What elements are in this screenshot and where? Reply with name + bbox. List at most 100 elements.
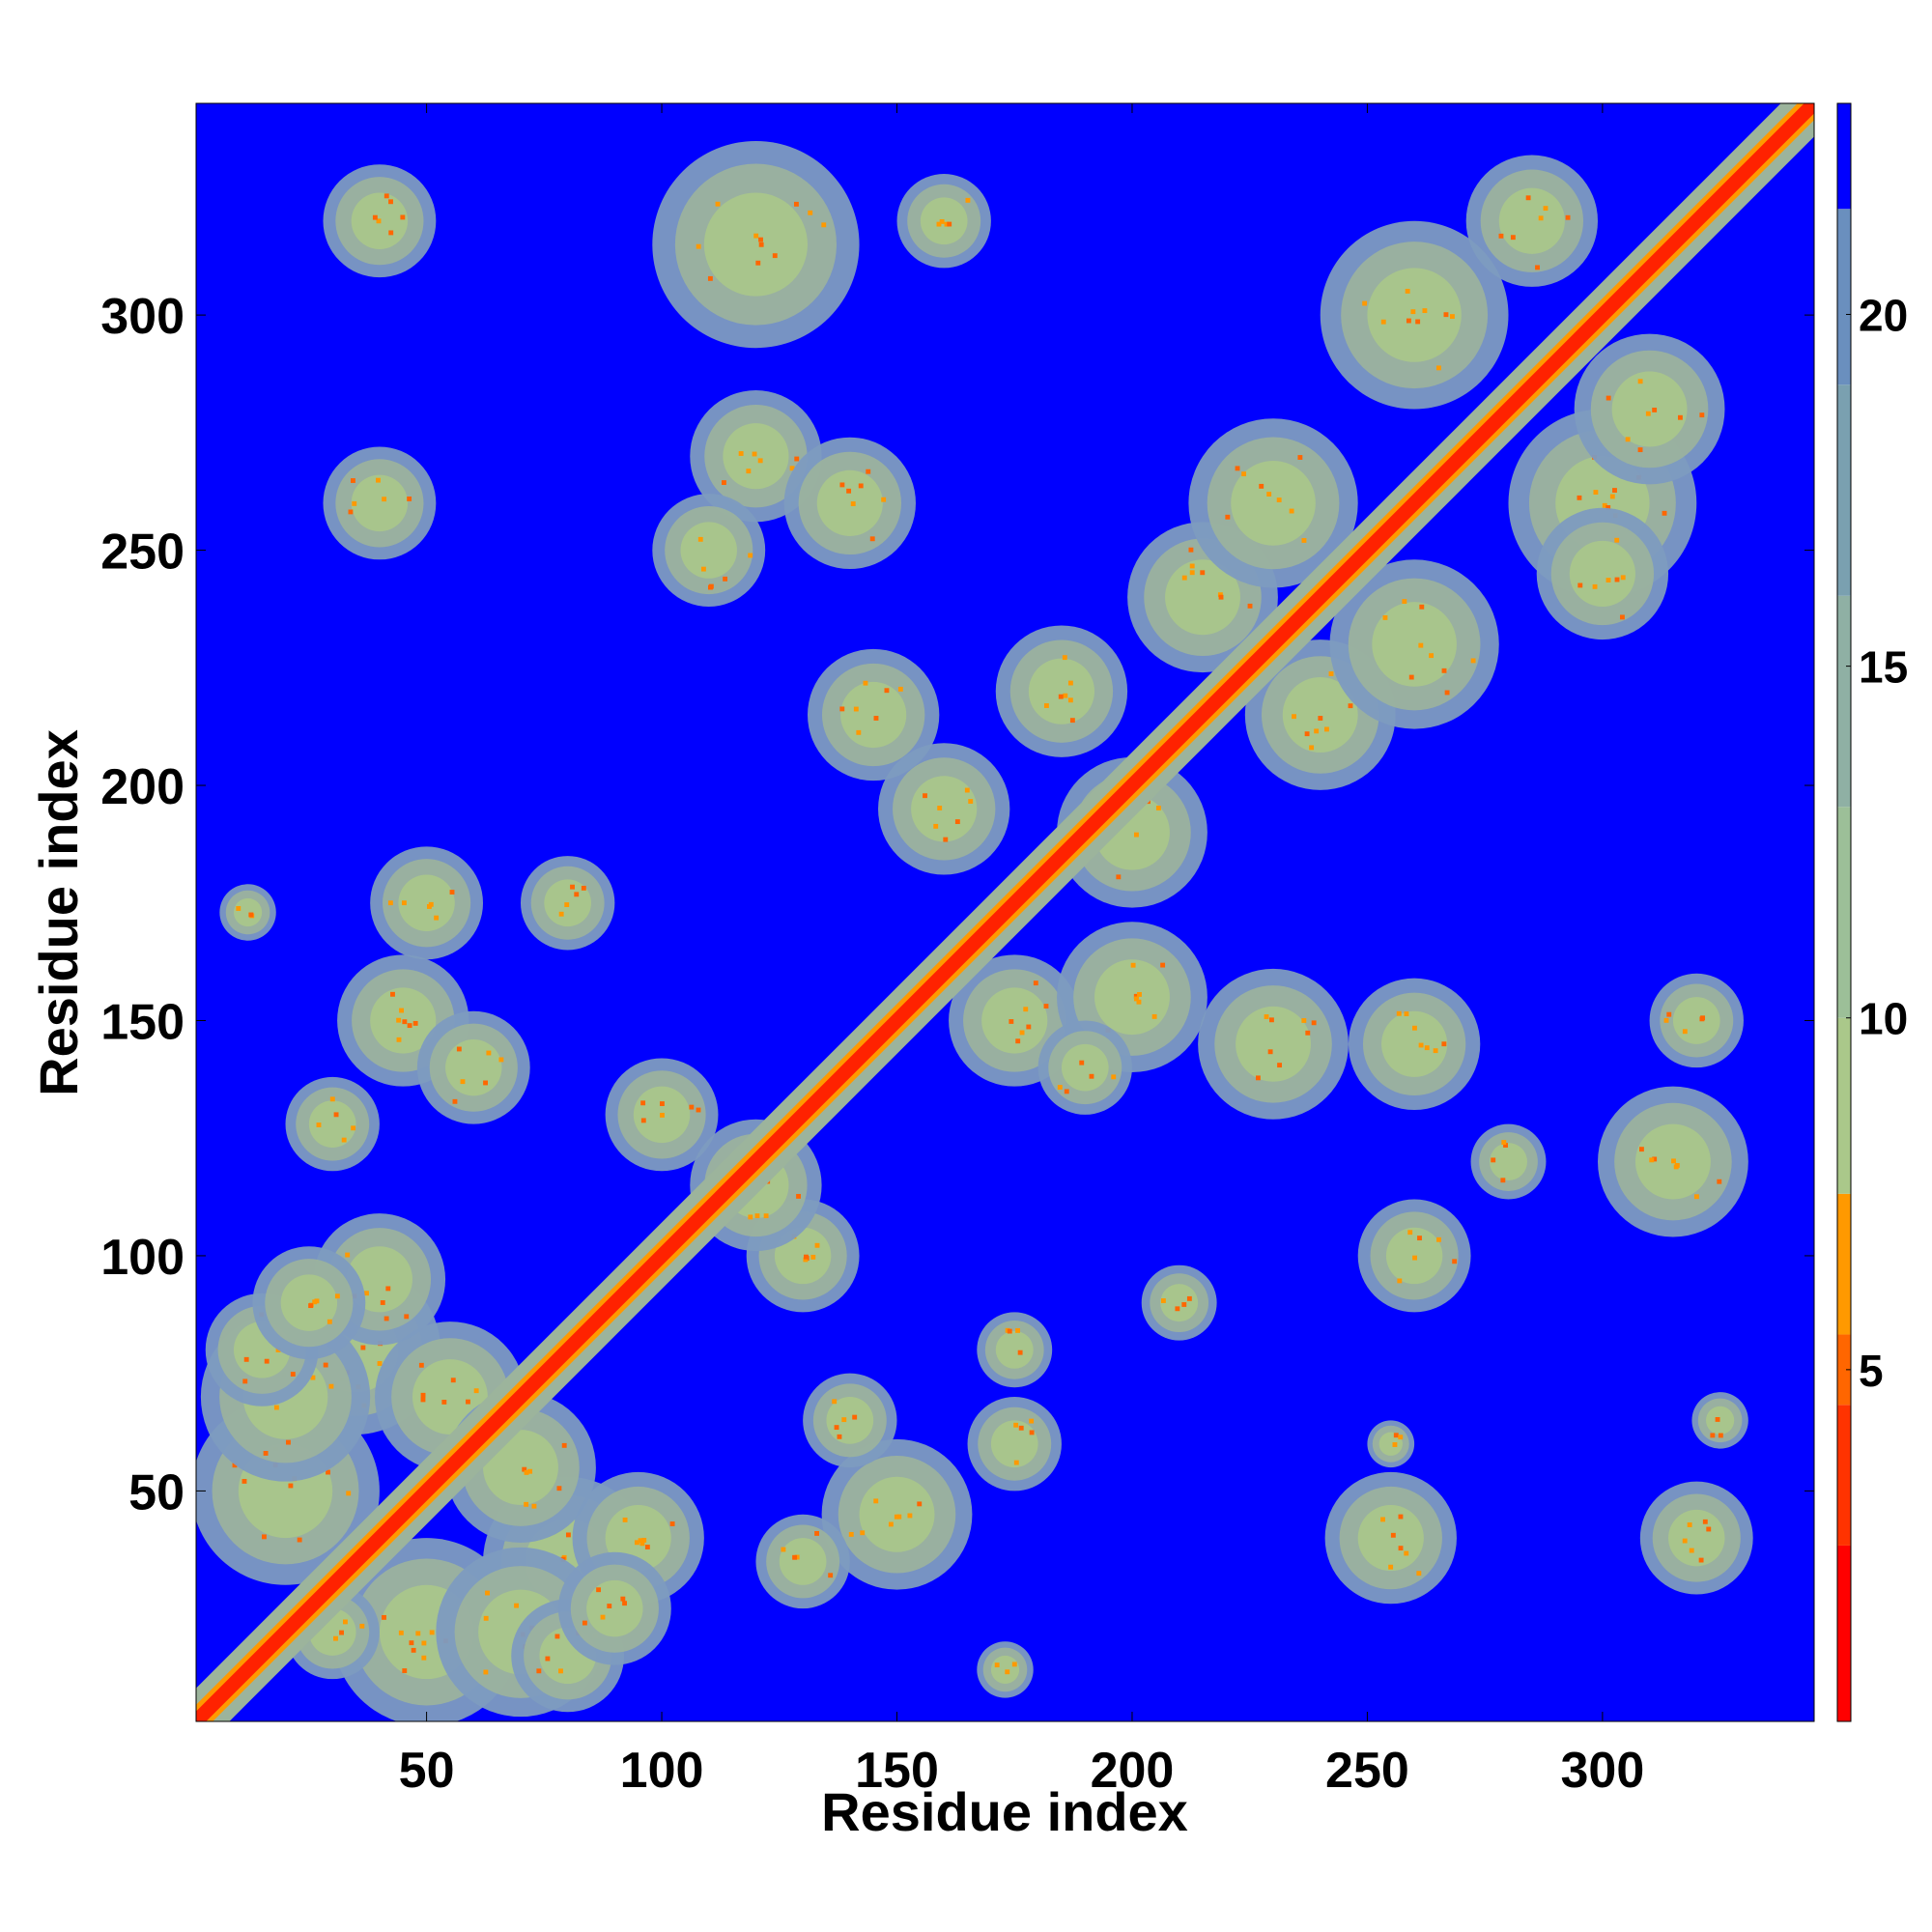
contact-speck: [1318, 716, 1323, 721]
contact-speck: [1289, 508, 1294, 514]
contact-speck: [286, 1439, 291, 1445]
contact-speck: [1441, 668, 1447, 673]
contact-speck: [1277, 1063, 1283, 1068]
contact-speck: [1218, 594, 1224, 600]
contact-speck: [1443, 312, 1449, 318]
contact-speck: [707, 584, 713, 590]
contact-speck: [1348, 703, 1353, 709]
contact-speck: [1382, 614, 1388, 620]
y-axis-label: Residue index: [28, 729, 89, 1096]
contact-speck: [1058, 694, 1064, 699]
contact-speck: [856, 729, 862, 735]
contact-speck: [1609, 494, 1615, 499]
contact-speck: [1450, 314, 1455, 320]
contact-speck: [1247, 603, 1253, 609]
contact-speck: [1029, 1430, 1035, 1435]
contact-speck: [1259, 483, 1264, 489]
contact-speck: [1392, 1442, 1398, 1447]
contact-cluster: [878, 743, 1010, 875]
contact-speck: [1019, 1030, 1025, 1036]
contact-speck: [316, 1122, 322, 1127]
contact-cluster: [995, 625, 1128, 757]
contact-speck: [1267, 1049, 1273, 1055]
contact-speck: [1323, 726, 1329, 732]
contact-speck: [622, 1517, 628, 1522]
contact-speck: [641, 1537, 647, 1543]
contact-speck: [323, 1362, 328, 1368]
contact-speck: [328, 1383, 334, 1389]
contact-speck: [832, 1399, 838, 1405]
contact-cluster: [370, 846, 484, 960]
contact-speck: [485, 1590, 490, 1596]
contact-speck: [1614, 537, 1620, 543]
contact-speck: [894, 1514, 899, 1520]
contact-speck: [1605, 578, 1611, 582]
contact-speck: [1255, 1075, 1261, 1081]
contact-speck: [1682, 1029, 1688, 1035]
contact-speck: [1011, 1662, 1017, 1667]
contact-speck: [1535, 265, 1540, 270]
colorbar: 5 10 15 20: [1836, 102, 1908, 1722]
contact-speck: [896, 1514, 902, 1520]
contact-speck: [418, 1362, 424, 1368]
contact-speck: [1181, 1302, 1187, 1307]
plot-frame: [195, 102, 1815, 1722]
contact-speck: [1235, 466, 1240, 471]
contact-speck: [434, 915, 440, 921]
contact-speck: [1225, 514, 1231, 520]
contact-speck: [360, 1345, 366, 1350]
x-tick-label: 300: [1561, 1743, 1645, 1799]
contact-speck: [1418, 1042, 1424, 1048]
contact-speck: [398, 1630, 404, 1635]
contact-speck: [388, 230, 394, 236]
contact-speck: [1188, 547, 1194, 553]
contact-speck: [1380, 1517, 1385, 1522]
heatmap-plot-area: [196, 103, 1814, 1721]
contact-speck: [1605, 395, 1611, 401]
contact-speck: [968, 799, 974, 804]
contact-speck: [288, 1483, 294, 1489]
contact-speck: [1111, 1074, 1117, 1080]
contact-cluster: [1348, 978, 1481, 1111]
contact-speck: [339, 1630, 344, 1635]
contact-cluster: [1357, 1199, 1471, 1313]
contact-cluster: [1198, 968, 1349, 1120]
contact-cluster: [755, 1514, 850, 1609]
contact-speck: [1397, 1278, 1403, 1284]
contact-speck: [1017, 1350, 1023, 1355]
contact-speck: [596, 1587, 602, 1593]
contact-speck: [1405, 288, 1410, 294]
contact-speck: [1133, 993, 1139, 999]
contact-cluster: [1037, 1020, 1132, 1115]
contact-speck: [263, 1450, 269, 1456]
y-tick-label: 200: [100, 759, 185, 815]
contact-cluster: [1574, 333, 1725, 485]
contact-cluster: [323, 446, 437, 560]
diagonal-band: [196, 103, 1814, 1721]
contact-speck: [1013, 1422, 1019, 1428]
contact-speck: [236, 906, 242, 911]
contact-speck: [522, 1466, 527, 1472]
contact-speck: [456, 1046, 462, 1052]
contact-speck: [1452, 1259, 1458, 1264]
contact-speck: [264, 1358, 270, 1364]
contact-speck: [327, 1319, 332, 1324]
contact-speck: [1718, 1433, 1723, 1438]
contact-speck: [1593, 490, 1599, 495]
contact-speck: [1311, 1020, 1317, 1026]
contact-speck: [441, 1400, 447, 1405]
contact-speck: [372, 214, 378, 220]
contact-speck: [420, 1392, 426, 1398]
contact-speck: [866, 469, 871, 474]
contact-speck: [1470, 658, 1476, 664]
contact-speck: [858, 483, 864, 489]
contact-cluster: [896, 174, 991, 269]
contact-speck: [839, 706, 845, 712]
contact-speck: [841, 1417, 847, 1423]
colorbar-frame: [1836, 102, 1852, 1722]
colorbar-tick-label: 5: [1859, 1346, 1884, 1396]
contact-speck: [400, 214, 406, 220]
contact-speck: [524, 1501, 529, 1507]
contact-speck: [1625, 437, 1631, 442]
